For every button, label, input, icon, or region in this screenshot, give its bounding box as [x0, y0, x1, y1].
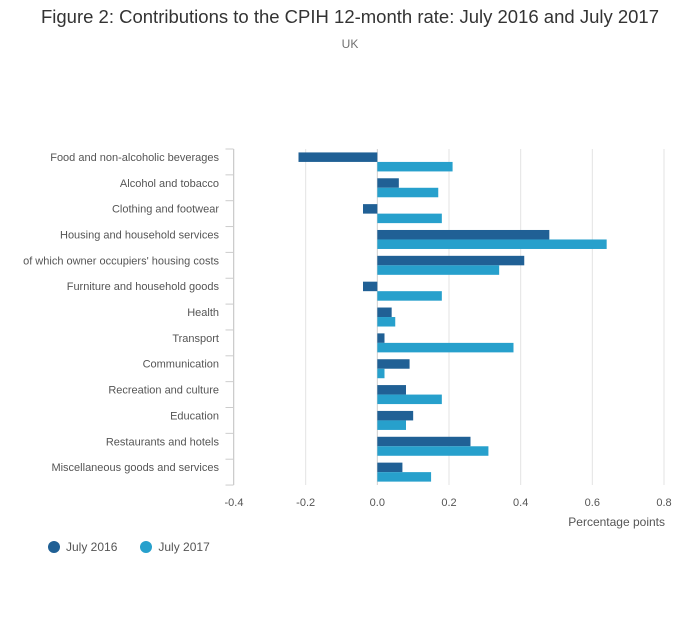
bar-july-2017	[377, 368, 385, 379]
x-tick-label: -0.2	[296, 497, 315, 509]
chart-subtitle: UK	[341, 37, 359, 51]
bar-july-2016	[377, 410, 414, 421]
category-label: Clothing and footwear	[112, 204, 219, 216]
x-tick-label: -0.4	[225, 497, 244, 509]
x-tick-label: 0.2	[441, 497, 456, 509]
x-axis-label: Percentage points	[568, 515, 665, 529]
legend-label: July 2017	[158, 540, 210, 554]
category-label: Food and non-alcoholic beverages	[50, 152, 219, 164]
bar-july-2016	[363, 204, 378, 214]
bar-july-2016	[377, 462, 403, 473]
bar-july-2016	[377, 255, 525, 266]
bar-july-2017	[377, 291, 442, 301]
category-label: Miscellaneous goods and services	[51, 462, 219, 474]
category-label: Alcohol and tobacco	[120, 178, 219, 190]
category-label: Recreation and culture	[108, 385, 219, 397]
bar-july-2016	[377, 436, 471, 447]
x-tick-label: 0.4	[513, 497, 528, 509]
x-tick-label: 0.6	[585, 497, 600, 509]
bar-july-2016	[377, 229, 550, 240]
bar-july-2017	[377, 213, 442, 224]
bar-july-2016	[363, 281, 378, 292]
y-axis	[225, 148, 234, 486]
category-label: Transport	[172, 333, 219, 345]
bar-july-2017	[377, 187, 439, 198]
legend-label: July 2016	[66, 540, 118, 554]
legend-marker	[48, 541, 60, 553]
chart-title: Figure 2: Contributions to the CPIH 12-m…	[40, 6, 660, 27]
bar-july-2017	[377, 265, 500, 275]
bar-july-2016	[298, 152, 378, 162]
category-label: Housing and household services	[60, 229, 219, 241]
legend: July 2016 July 2017	[48, 540, 233, 554]
x-axis: -0.4 -0.2 0.0 0.2 0.4 0.6 0.8	[225, 497, 672, 509]
category-label: Communication	[143, 359, 219, 371]
legend-marker	[140, 541, 153, 553]
grid-lines	[233, 149, 665, 486]
bar-july-2017	[377, 420, 406, 430]
legend-item-july-2017: July 2017	[140, 540, 210, 554]
x-tick-label: 0.0	[370, 497, 385, 509]
bar-july-2016	[377, 178, 399, 188]
category-label: of which owner occupiers' housing costs	[23, 255, 219, 267]
legend-item-july-2016: July 2016	[48, 540, 117, 554]
bar-july-2017	[377, 394, 442, 405]
bar-july-2016	[377, 385, 406, 395]
bar-july-2016	[377, 307, 392, 318]
bar-july-2016	[377, 333, 385, 343]
category-label: Education	[170, 410, 219, 422]
bar-july-2017	[377, 342, 514, 353]
bar-july-2016	[377, 359, 410, 369]
bar-july-2017	[377, 446, 489, 456]
bar-july-2017	[377, 472, 432, 482]
category-label: Restaurants and hotels	[106, 436, 220, 448]
bar-july-2017	[377, 317, 396, 327]
bars	[298, 152, 607, 482]
category-label: Health	[187, 307, 219, 319]
bar-july-2017	[377, 161, 453, 172]
category-label: Furniture and household goods	[67, 281, 220, 293]
category-labels: Food and non-alcoholic beverages Alcohol …	[23, 152, 219, 474]
bar-july-2017	[377, 239, 607, 249]
x-tick-label: 0.8	[656, 497, 671, 509]
